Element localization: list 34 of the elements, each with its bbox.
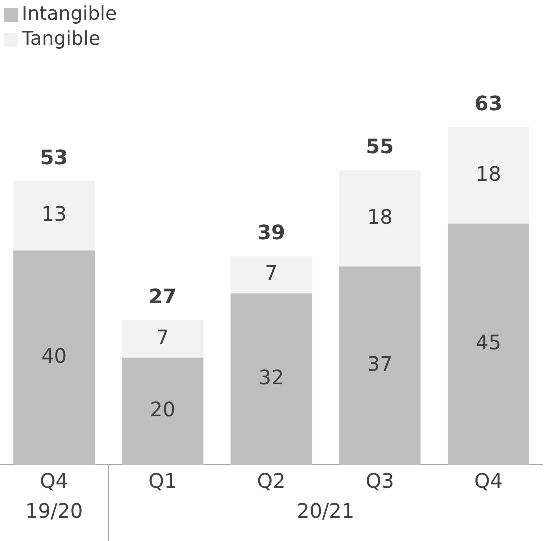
- text: 20/21: [296, 499, 355, 524]
- total-label: 53: [40, 145, 68, 170]
- data-label: 13: [42, 202, 68, 226]
- data-label: 7: [156, 325, 170, 350]
- x-tick-label: Q1: [148, 469, 178, 494]
- legend-label: Intangible: [22, 2, 118, 27]
- total-label: 55: [366, 134, 394, 159]
- data-label: 40: [42, 344, 68, 368]
- bar: [230, 256, 312, 294]
- data-label: 20: [150, 398, 176, 422]
- bar: [14, 181, 96, 251]
- bar: [448, 224, 530, 465]
- total-label: 27: [148, 284, 177, 309]
- x-tick-label: Q2: [257, 469, 286, 494]
- data-label: 18: [476, 162, 502, 186]
- total-label: 63: [474, 92, 503, 116]
- legend-label: Tangible: [22, 27, 101, 52]
- data-label: 45: [476, 330, 502, 355]
- bar: [339, 170, 421, 267]
- bar: [230, 294, 312, 465]
- text: 19/20: [25, 499, 84, 524]
- data-label: 18: [367, 204, 393, 229]
- bar: [122, 320, 204, 358]
- bar: [14, 250, 96, 465]
- x-tick-label: Q3: [366, 469, 394, 494]
- total-label: 39: [258, 220, 286, 244]
- bar: [339, 266, 421, 465]
- x-tick-label: Q4: [40, 469, 69, 494]
- data-label: 37: [367, 352, 393, 376]
- x-tick-label: Q4: [474, 469, 503, 494]
- bar: [122, 358, 204, 465]
- bar: [448, 128, 530, 224]
- data-label: 32: [258, 365, 284, 390]
- data-label: 7: [265, 261, 278, 286]
